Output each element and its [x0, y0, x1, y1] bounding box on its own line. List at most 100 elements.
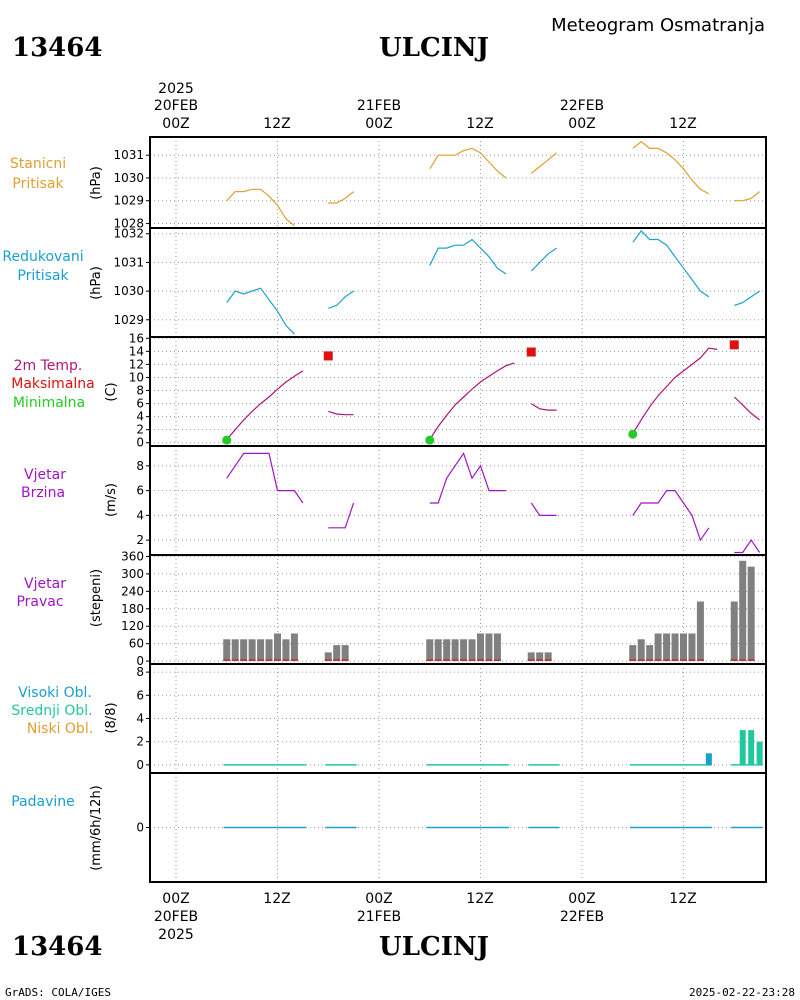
p5-bar-2: [240, 639, 248, 662]
top-time-axis: 2025 20FEB 21FEB 22FEB 00Z 12Z 00Z 12Z 0…: [154, 81, 697, 132]
p3-min-marker-0: [222, 435, 232, 445]
p6-ytick-label-3: 6: [136, 688, 144, 702]
p2-label-1: Redukovani: [2, 249, 83, 265]
p3-label-1: 2m Temp.: [14, 358, 83, 374]
p5-bar-19: [485, 633, 493, 662]
p1-series-segment-3: [530, 152, 557, 174]
p5-bar-9: [324, 652, 332, 662]
p5-bar-6: [274, 633, 281, 662]
p2-ytick-label-3: 1032: [113, 227, 144, 241]
p3-series-segment-2: [429, 362, 515, 440]
p5-bar-23: [544, 652, 552, 662]
p3-ytick-label-2: 4: [136, 410, 144, 424]
p5-bar-34: [739, 560, 747, 662]
p5-unit: (stepeni): [89, 569, 104, 627]
p3-ytick-label-8: 16: [129, 331, 144, 345]
p3-max-marker-1: [526, 347, 536, 357]
p5-bar-17: [468, 639, 476, 662]
bottom-tick-label-6: 12Z: [669, 891, 696, 907]
p1-unit: (hPa): [89, 166, 104, 200]
p5-bar-29: [671, 633, 679, 662]
p1-series-segment-0: [226, 188, 295, 227]
p1-ytick-label-0: 1028: [113, 216, 144, 230]
p5-bar-18: [477, 633, 484, 662]
p5-bar-13: [434, 639, 442, 662]
p3-series-segment-4: [632, 347, 718, 434]
p5-bar-1: [231, 639, 239, 662]
unit-labels: (hPa) (hPa) (C) (m/s) (stepeni) (8/8) (m…: [89, 166, 119, 871]
p4-series-segment-4: [632, 490, 710, 542]
p5-bar-24: [629, 645, 637, 662]
bottom-day-label-1: 20FEB: [154, 909, 198, 925]
footer-timestamp: 2025-02-22-23:28: [689, 986, 795, 999]
bottom-time-axis: 00Z 12Z 00Z 12Z 00Z 12Z 20FEB 21FEB 22FE…: [154, 891, 697, 943]
p3-min-marker-1: [425, 435, 435, 445]
p1-series-segment-4: [632, 140, 710, 195]
top-year-label: 2025: [158, 81, 194, 97]
p4-series-segment-5: [734, 539, 761, 554]
p3-ytick-label-4: 8: [136, 384, 144, 398]
p5-bar-35: [747, 566, 755, 662]
top-day-label-3: 22FEB: [560, 98, 604, 114]
p5-ytick-label-3: 180: [121, 602, 144, 616]
top-day-label-1: 20FEB: [154, 98, 198, 114]
p6-unit: (8/8): [104, 702, 119, 733]
p3-series-segment-1: [328, 410, 354, 416]
p1-series-segment-2: [429, 147, 507, 179]
p4-ytick-label-3: 8: [136, 459, 144, 473]
p3-ytick-label-5: 10: [129, 370, 144, 384]
p4-label-2: Brzina: [21, 485, 65, 501]
p5-ytick-label-5: 300: [121, 567, 144, 581]
footer-credit: GrADS: COLA/IGES: [5, 986, 111, 999]
p2-ytick-label-0: 1029: [113, 313, 144, 327]
p5-bar-26: [646, 645, 654, 662]
p7-ytick-label-0: 0: [136, 821, 144, 835]
p3-ytick-label-6: 12: [129, 357, 144, 371]
p5-bar-4: [257, 639, 265, 662]
p6-ytick-label-1: 2: [136, 735, 144, 749]
panel-labels: Stanicni Pritisak Redukovani Pritisak 2m…: [2, 156, 94, 810]
p5-ytick-label-0: 0: [136, 654, 144, 668]
p3-series-segment-5: [733, 396, 760, 421]
p2-series-segment-2: [429, 238, 507, 275]
top-tick-label-5: 00Z: [568, 116, 595, 132]
p3-ytick-label-7: 14: [129, 344, 144, 358]
p2-label-2: Pritisak: [17, 268, 69, 284]
p5-bar-21: [527, 652, 535, 662]
p4-unit: (m/s): [104, 483, 119, 517]
p5-bar-30: [680, 633, 687, 662]
p5-label-1: Vjetar: [24, 576, 66, 592]
bottom-tick-label-3: 00Z: [365, 891, 392, 907]
p2-series-segment-1: [328, 290, 354, 309]
frame-layer: [149, 136, 767, 883]
p5-ytick-label-2: 120: [121, 619, 144, 633]
p6-mid-cloud-bar-1: [748, 730, 755, 765]
p3-label-3: Minimalna: [13, 395, 85, 411]
bottom-day-label-2: 21FEB: [357, 909, 401, 925]
p6-mid-cloud-bar-2: [756, 741, 763, 765]
ytick-layer: 1028102910301031102910301031103202468101…: [113, 148, 150, 835]
p6-ytick-label-4: 8: [136, 665, 144, 679]
p2-ytick-label-2: 1031: [113, 255, 144, 269]
p5-ytick-label-1: 60: [129, 637, 144, 651]
p1-label-1: Stanicni: [10, 156, 66, 172]
bottom-tick-label-4: 12Z: [466, 891, 493, 907]
station-id-bottom: 13464: [12, 932, 102, 962]
p5-bar-8: [290, 633, 298, 662]
p4-series-segment-2: [429, 452, 506, 504]
p3-ytick-label-3: 6: [136, 397, 144, 411]
p3-max-marker-2: [729, 340, 739, 350]
p7-label-1: Padavine: [11, 794, 75, 810]
top-tick-label-2: 12Z: [263, 116, 290, 132]
grid-layer: [150, 137, 766, 882]
p2-series-segment-5: [734, 290, 760, 306]
data-layer: [222, 140, 763, 829]
p3-max-marker-0: [323, 351, 333, 361]
p4-series-segment-1: [328, 502, 355, 529]
p6-label-2: Srednji Obl.: [11, 703, 92, 719]
p5-bar-5: [265, 639, 273, 662]
p1-series-segment-1: [328, 191, 354, 204]
p2-unit: (hPa): [89, 266, 104, 300]
p2-series-segment-0: [226, 287, 295, 335]
p3-ytick-label-1: 2: [136, 423, 144, 437]
